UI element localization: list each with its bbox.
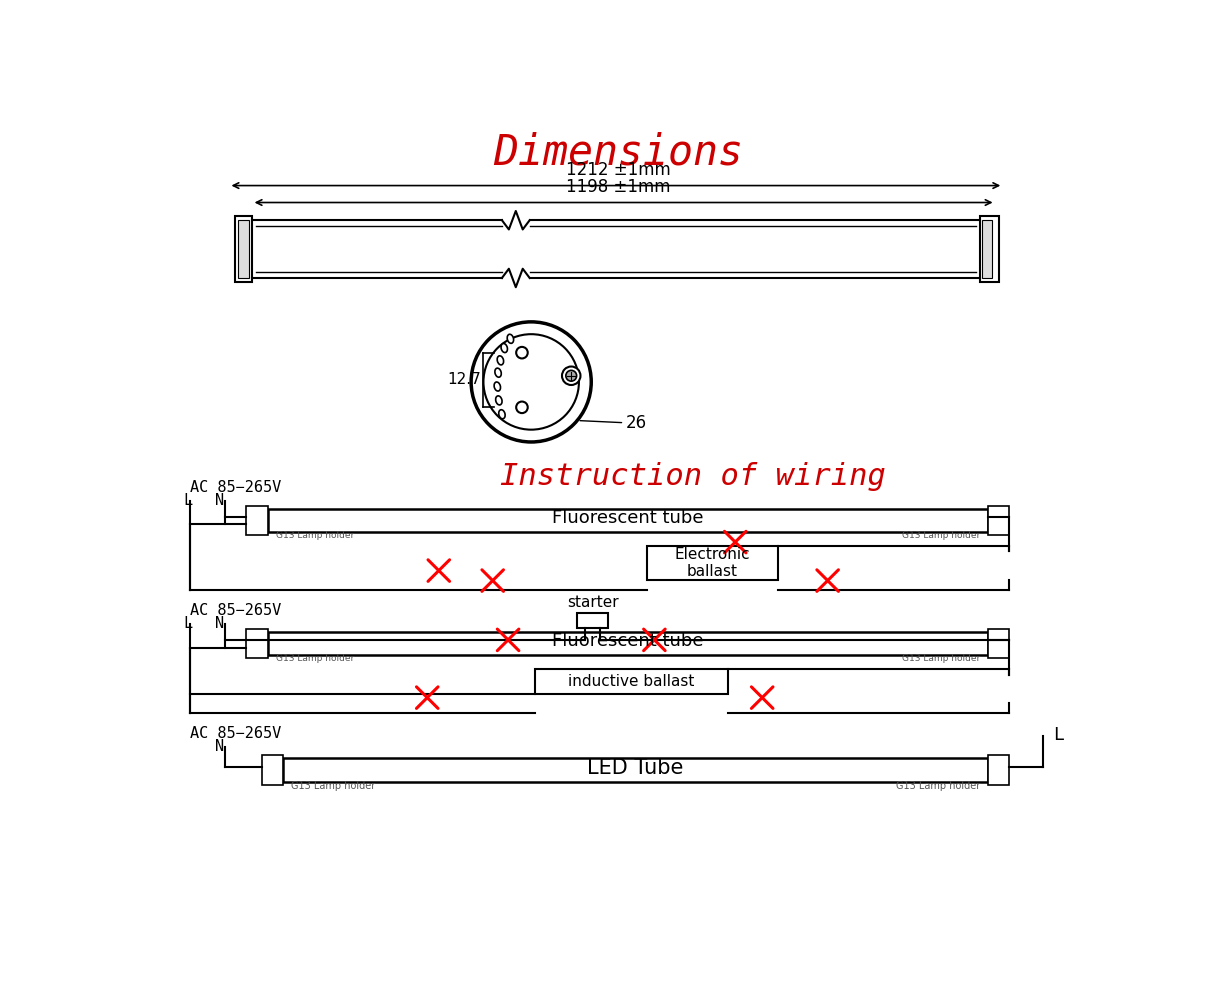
Bar	[268, 509, 987, 533]
Bar	[262, 755, 284, 786]
Ellipse shape	[507, 334, 514, 343]
Text: AC 85−265V: AC 85−265V	[189, 727, 281, 742]
Ellipse shape	[501, 343, 507, 352]
Text: G13 Lamp holder: G13 Lamp holder	[896, 781, 980, 791]
Circle shape	[471, 322, 591, 442]
Bar	[234, 216, 252, 282]
Text: G13 Lamp holder: G13 Lamp holder	[291, 781, 375, 791]
Bar	[577, 613, 608, 629]
Bar	[987, 506, 1009, 536]
Text: G13 Lamp holder: G13 Lamp holder	[275, 654, 354, 663]
Text: inductive ballast: inductive ballast	[568, 674, 694, 689]
Text: G13 Lamp holder: G13 Lamp holder	[275, 531, 354, 540]
Text: 26: 26	[626, 413, 647, 431]
Text: Fluorescent tube: Fluorescent tube	[552, 633, 704, 651]
Bar	[246, 506, 268, 536]
Text: 1212 ±1mm: 1212 ±1mm	[566, 161, 671, 179]
Text: L: L	[1054, 726, 1065, 744]
Circle shape	[517, 401, 527, 413]
Bar	[238, 220, 249, 278]
Text: L: L	[183, 493, 192, 508]
Text: AC 85−265V: AC 85−265V	[189, 479, 281, 494]
Circle shape	[566, 370, 577, 381]
Bar	[268, 633, 987, 656]
Bar	[284, 758, 987, 783]
Text: G13 Lamp holder: G13 Lamp holder	[902, 531, 980, 540]
Ellipse shape	[497, 355, 503, 365]
Circle shape	[484, 334, 579, 429]
Text: N: N	[216, 740, 225, 755]
Bar	[980, 216, 998, 282]
Text: N: N	[216, 617, 225, 632]
Text: Fluorescent tube: Fluorescent tube	[552, 510, 704, 528]
Text: LED Tube: LED Tube	[588, 758, 683, 778]
Circle shape	[562, 366, 581, 385]
Text: Dimensions: Dimensions	[494, 131, 744, 173]
Bar	[987, 755, 1009, 786]
Text: 12.7: 12.7	[448, 372, 482, 387]
Text: starter: starter	[567, 596, 619, 611]
Text: 1198 ±1mm: 1198 ±1mm	[566, 178, 670, 196]
Text: Instruction of wiring: Instruction of wiring	[500, 462, 886, 491]
Ellipse shape	[496, 395, 502, 405]
Bar	[246, 629, 268, 659]
Ellipse shape	[495, 368, 501, 377]
Text: Electronic
ballast: Electronic ballast	[675, 547, 750, 579]
Text: G13 Lamp holder: G13 Lamp holder	[902, 654, 980, 663]
Text: L: L	[183, 617, 192, 632]
Ellipse shape	[494, 382, 501, 391]
Bar	[647, 546, 777, 580]
Bar	[535, 669, 728, 694]
Bar	[987, 629, 1009, 659]
Text: N: N	[216, 493, 225, 508]
Ellipse shape	[498, 409, 506, 418]
Circle shape	[517, 347, 527, 358]
Text: AC 85−265V: AC 85−265V	[189, 604, 281, 618]
Bar	[981, 220, 992, 278]
